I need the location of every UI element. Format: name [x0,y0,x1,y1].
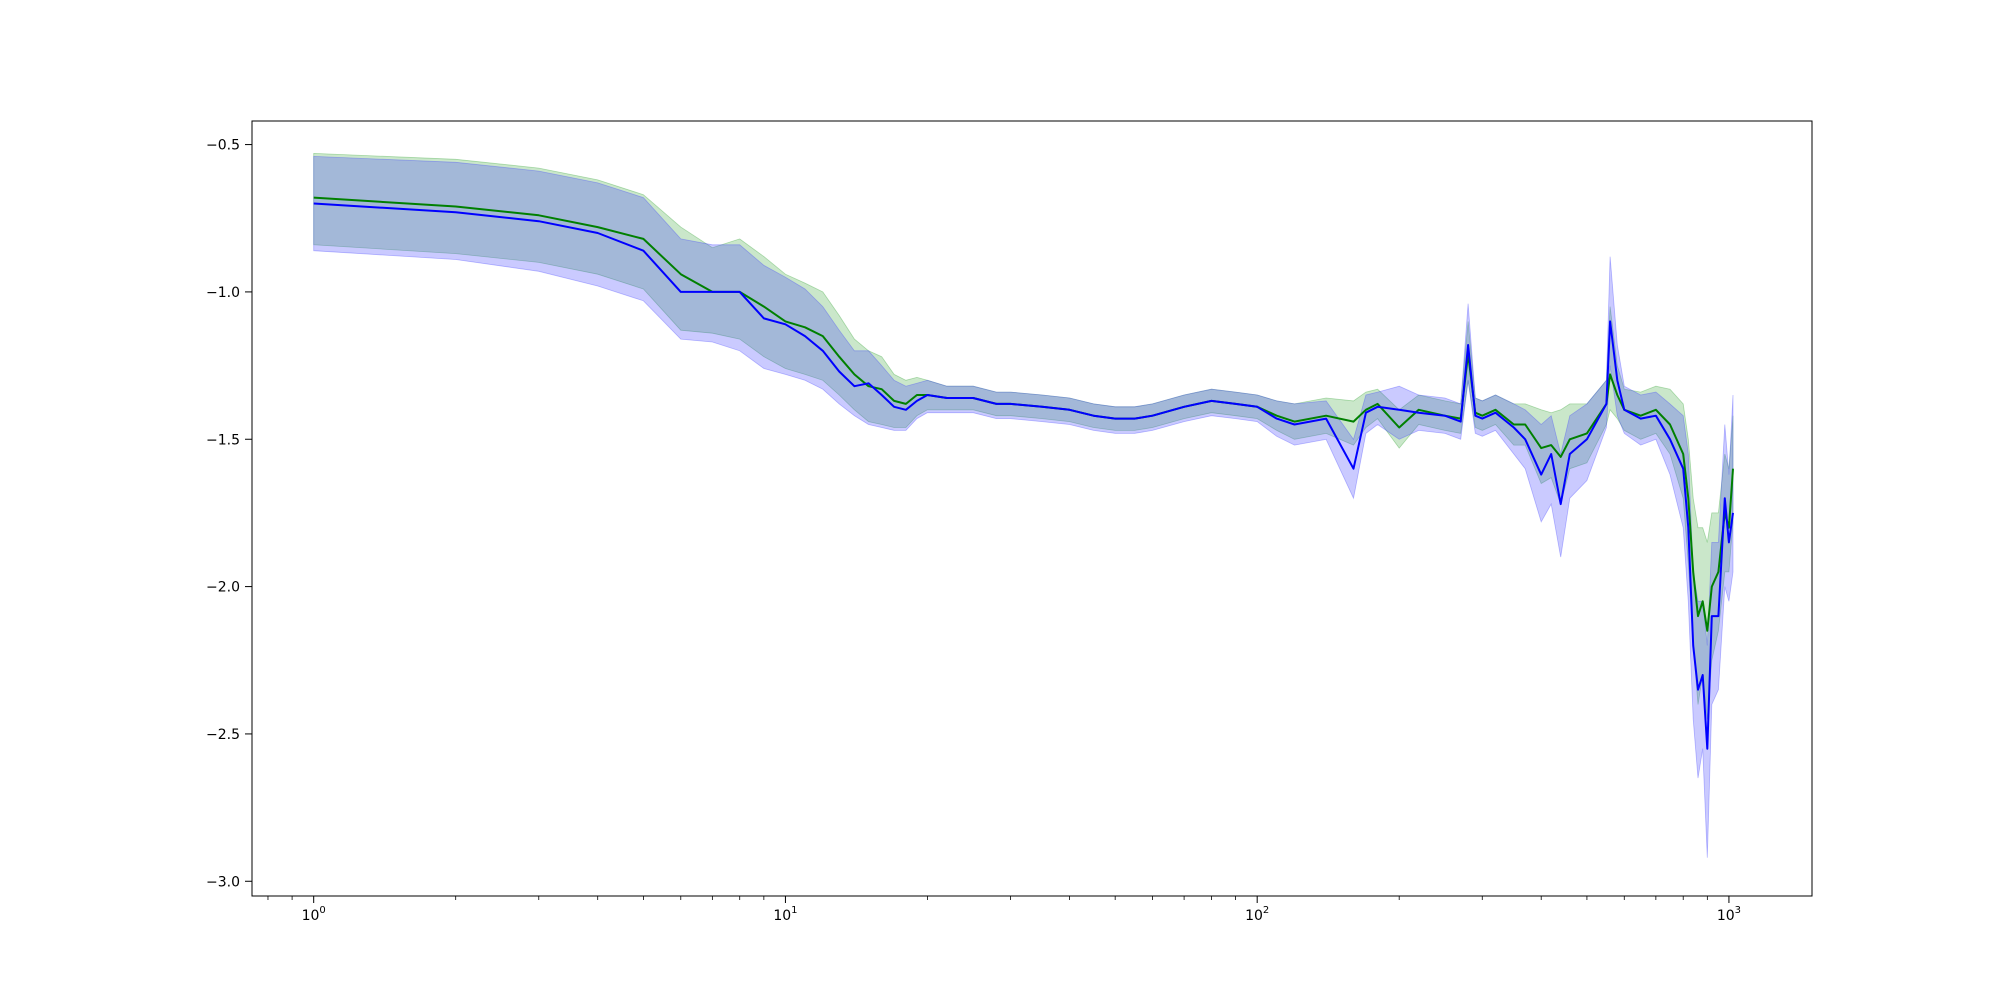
y-tick-label: −1.5 [206,432,240,448]
y-tick-label: −1.0 [206,285,240,301]
x-tick-label: 100 [302,905,326,924]
x-tick-label: 102 [1245,905,1269,924]
series-2-band [313,155,1734,858]
x-axis: 100 101 102 103 [267,896,1741,924]
y-axis: −0.5 −1.0 −1.5 −2.0 −2.5 −3.0 [206,138,252,890]
y-tick-label: −3.0 [206,874,240,890]
series-lines [313,196,1734,750]
x-tick-label: 101 [773,905,797,924]
y-tick-label: −2.0 [206,580,240,596]
y-tick-label: −0.5 [206,138,240,154]
series-1-band [313,152,1734,720]
series-1-line [313,196,1734,632]
confidence-bands [313,152,1734,858]
series-2-line [313,202,1734,750]
x-tick-label: 103 [1717,905,1741,924]
plot-frame [251,120,1813,897]
y-tick-label: −2.5 [206,727,240,743]
